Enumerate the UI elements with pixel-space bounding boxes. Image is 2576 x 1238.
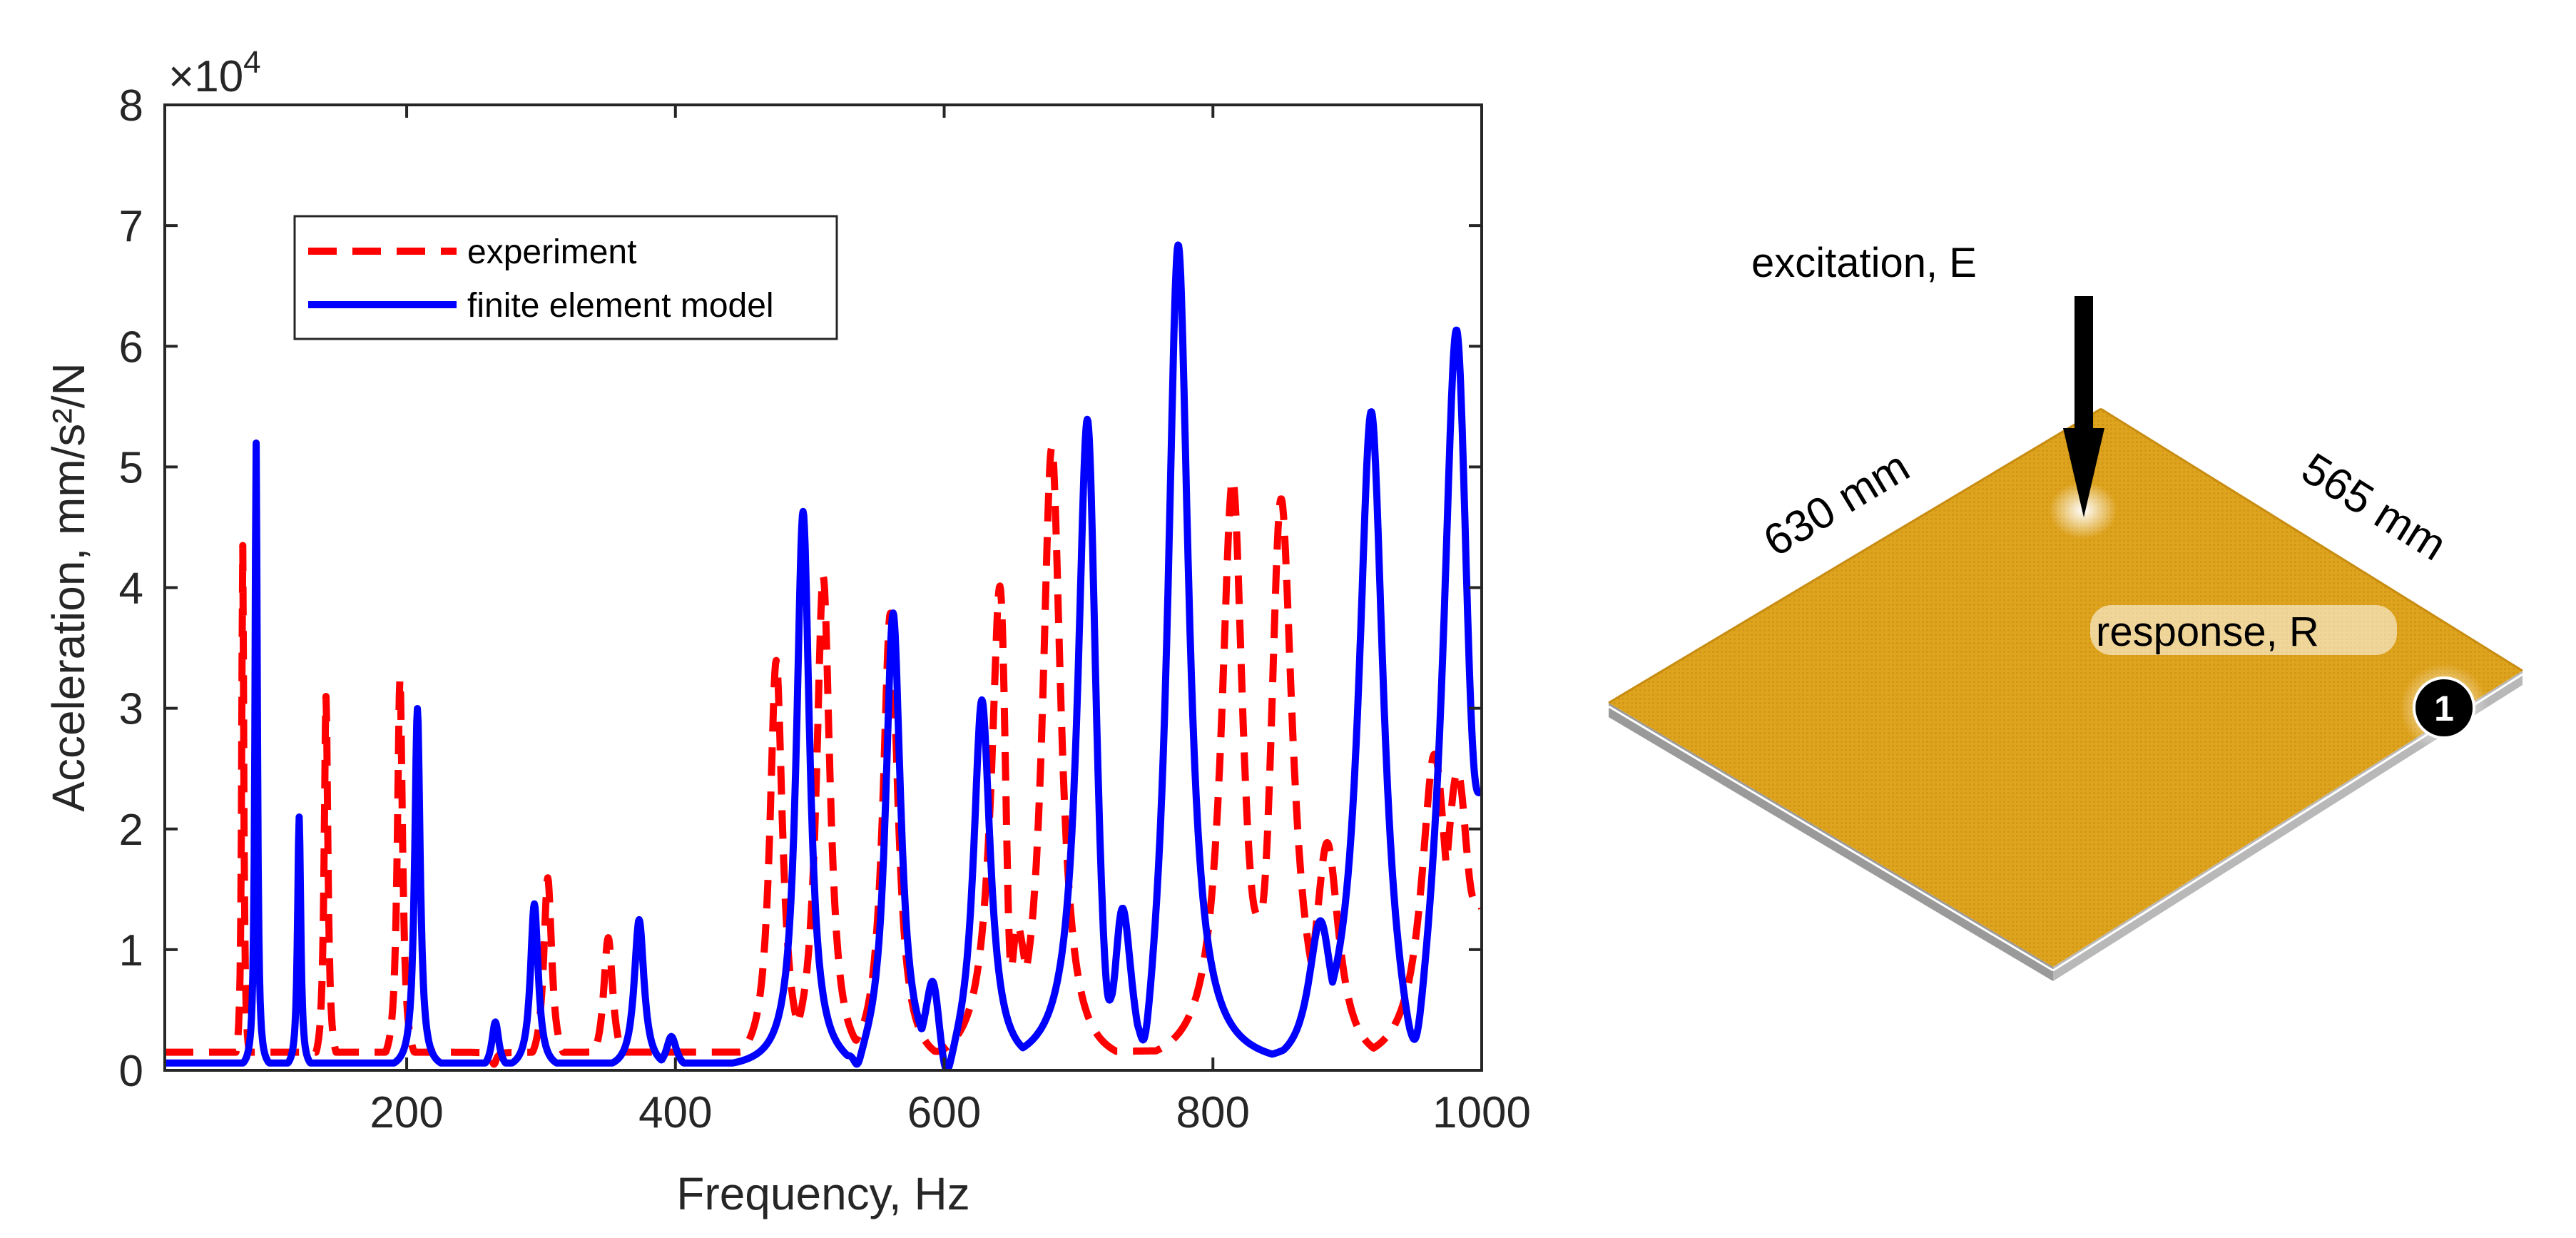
response-label: response, R [2096,609,2319,655]
x-tick-label: 200 [370,1088,443,1137]
y-axis-label: Acceleration, mm/s²/N [43,362,94,811]
y-tick-label: 1 [119,926,143,975]
x-axis: 200 400 600 800 1000 [370,105,1531,1137]
response-marker-number: 1 [2434,689,2454,729]
y-tick-label: 8 [119,81,143,131]
y-tick-label: 6 [119,323,143,372]
plate-layer-line [1608,705,2054,972]
excitation-label: excitation, E [1751,240,1977,286]
response-label-backdrop [2090,605,2397,655]
legend: experiment finite element model [293,215,838,340]
legend-label-finite-element-model: finite element model [467,287,774,325]
y-axis: 0 1 2 3 4 5 6 7 8 [119,81,1482,1096]
y-tick-label: 4 [119,564,143,614]
frf-chart: 200 400 600 800 1000 0 1 2 3 4 5 6 7 8 ×104 Frequenc… [43,45,1531,1219]
y-tick-label: 5 [119,443,143,492]
x-tick-label: 400 [638,1088,712,1137]
y-tick-label: 2 [119,806,143,855]
series-line-experiment [165,444,1482,1068]
y-exponent: ×104 [168,45,261,101]
excitation-arrow-head [2063,428,2104,517]
legend-box [293,215,838,340]
legend-label-experiment: experiment [467,233,636,271]
series-line-finite-element-model [165,241,1482,1070]
x-axis-label: Frequency, Hz [676,1168,969,1219]
plate-edge-line [2100,407,2523,672]
plate-schematic: 630 mm 565 mm excitation, E response, R … [1608,240,2523,981]
plate-edge-line [1608,407,2102,704]
y-tick-label: 7 [119,202,143,251]
series-layer [165,241,1482,1070]
y-tick-label: 0 [119,1047,143,1096]
plate-top-surface [1609,409,2522,967]
response-marker [2413,676,2475,739]
y-tick-label: 3 [119,685,143,734]
x-tick-label: 800 [1176,1088,1250,1137]
excitation-arrow-shaft [2074,296,2093,439]
x-tick-label: 600 [907,1088,981,1137]
x-tick-label: 1000 [1432,1088,1531,1137]
